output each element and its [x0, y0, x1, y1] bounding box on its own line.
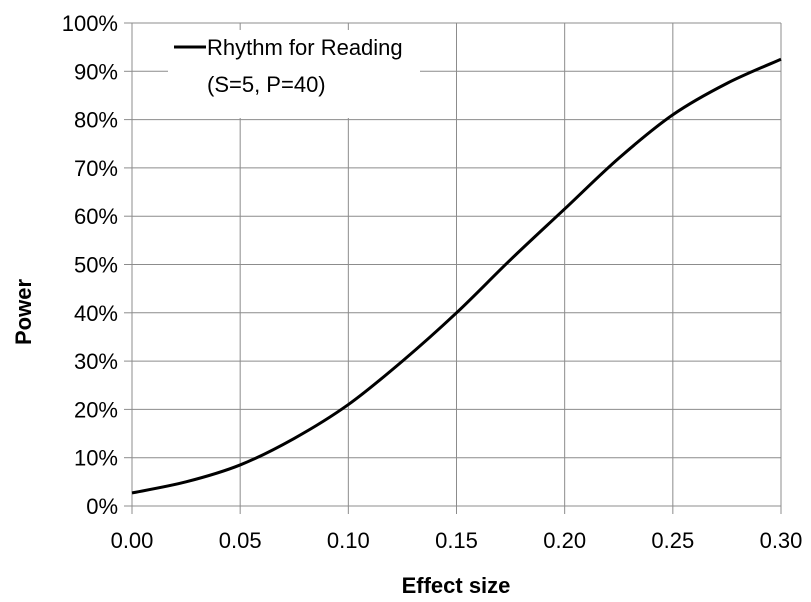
legend: Rhythm for Reading (S=5, P=40) [168, 30, 420, 118]
y-axis-title: Power [11, 279, 36, 345]
x-tick-label: 0.05 [219, 528, 262, 553]
legend-background [168, 30, 420, 118]
legend-series-name: Rhythm for Reading [207, 35, 403, 60]
y-tick-labels: 0% 10% 20% 30% 40% 50% 60% 70% 80% 90% 100% [62, 11, 118, 519]
x-axis-title: Effect size [402, 573, 511, 598]
x-tick-labels: 0.00 0.05 0.10 0.15 0.20 0.25 0.30 [111, 528, 803, 553]
y-tick-label: 80% [74, 108, 118, 133]
series-lines [131, 57, 782, 495]
x-tick-label: 0.25 [651, 528, 694, 553]
y-tick-label: 50% [74, 253, 118, 278]
y-tick-label: 20% [74, 397, 118, 422]
series-line-0 [131, 57, 782, 495]
legend-series-params: (S=5, P=40) [207, 72, 326, 97]
x-tick-label: 0.10 [327, 528, 370, 553]
y-tick-label: 60% [74, 204, 118, 229]
y-tick-label: 0% [86, 494, 118, 519]
y-tick-label: 40% [74, 301, 118, 326]
x-tick-label: 0.20 [543, 528, 586, 553]
y-tick-label: 70% [74, 156, 118, 181]
axes [124, 22, 782, 514]
x-tick-label: 0.15 [435, 528, 478, 553]
y-tick-label: 10% [74, 446, 118, 471]
y-tick-label: 90% [74, 59, 118, 84]
y-tick-label: 30% [74, 349, 118, 374]
x-tick-label: 0.00 [111, 528, 154, 553]
x-tick-label: 0.30 [760, 528, 803, 553]
y-tick-label: 100% [62, 11, 118, 36]
